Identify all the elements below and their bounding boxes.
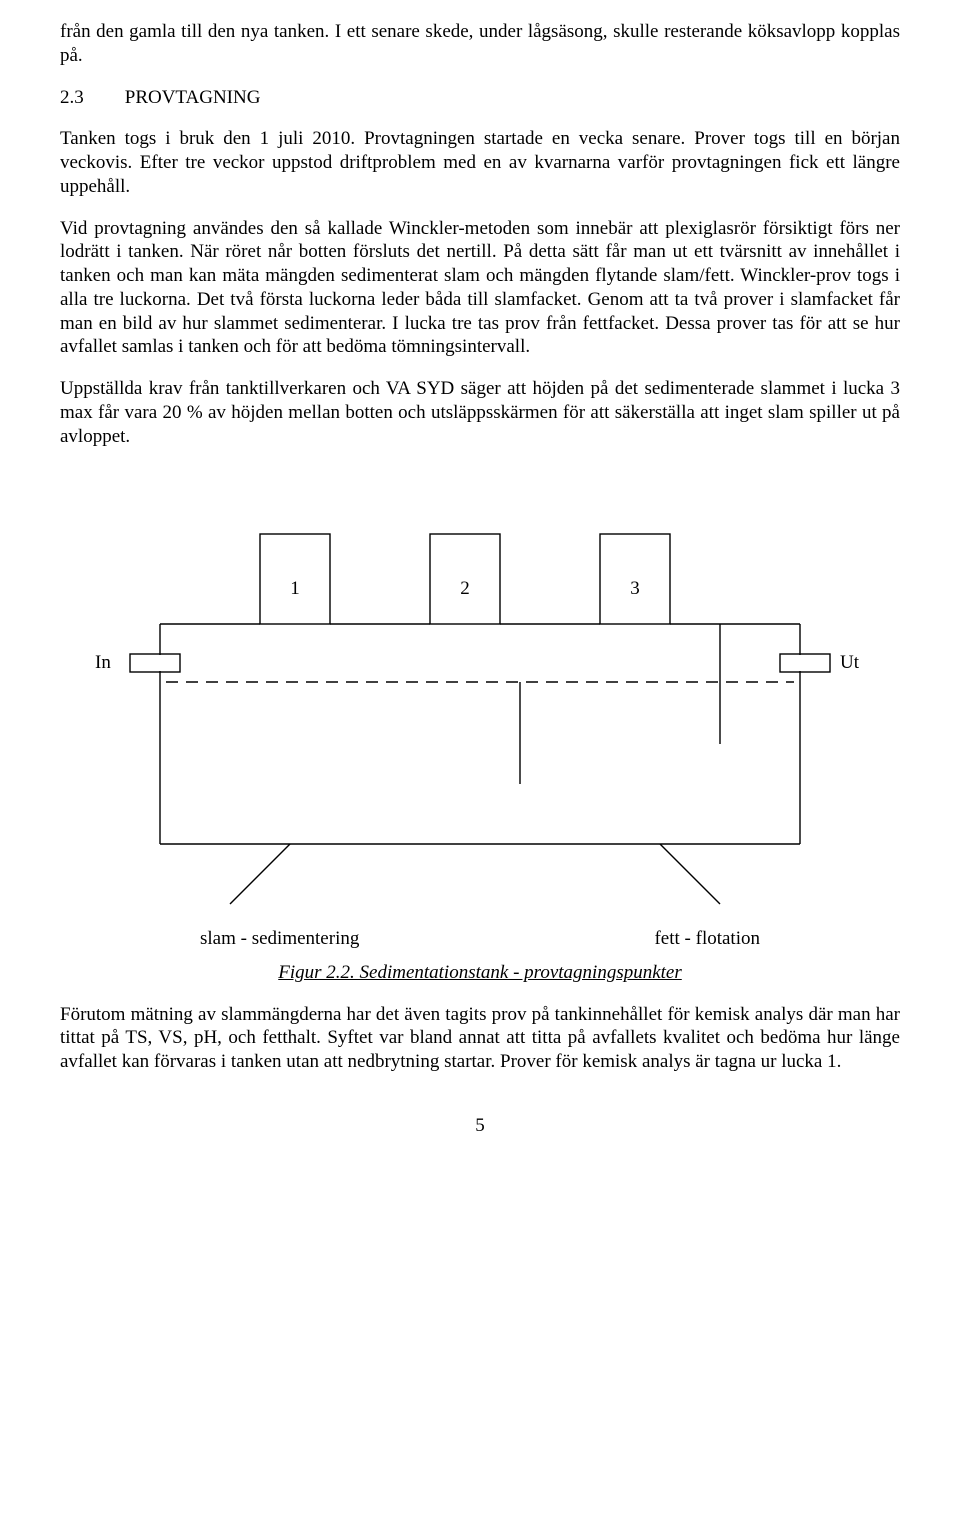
paragraph-4: Uppställda krav från tanktillverkaren oc…	[60, 377, 900, 448]
paragraph-5: Förutom mätning av slammängderna har det…	[60, 1003, 900, 1074]
svg-text:2: 2	[460, 578, 470, 599]
paragraph-intro: från den gamla till den nya tanken. I et…	[60, 20, 900, 68]
figure-tank-diagram: 1 2 3 In Ut slam - sedimentering fett - flot…	[60, 484, 900, 984]
section-number: 2.3	[60, 86, 120, 110]
section-title: PROVTAGNING	[125, 87, 261, 108]
page-number: 5	[60, 1114, 900, 1138]
figure-label-left: slam - sedimentering	[200, 927, 359, 951]
tank-svg: 1 2 3 In Ut	[60, 484, 900, 914]
paragraph-2: Tanken togs i bruk den 1 juli 2010. Prov…	[60, 127, 900, 198]
figure-label-right: fett - flotation	[654, 927, 760, 951]
svg-text:In: In	[95, 652, 111, 673]
figure-caption: Figur 2.2. Sedimentationstank - provtagn…	[60, 961, 900, 985]
section-heading: 2.3 PROVTAGNING	[60, 86, 900, 110]
svg-text:1: 1	[290, 578, 300, 599]
svg-text:3: 3	[630, 578, 640, 599]
figure-sublabels: slam - sedimentering fett - flotation	[200, 927, 760, 951]
paragraph-3: Vid provtagning användes den så kallade …	[60, 217, 900, 360]
svg-text:Ut: Ut	[840, 652, 860, 673]
